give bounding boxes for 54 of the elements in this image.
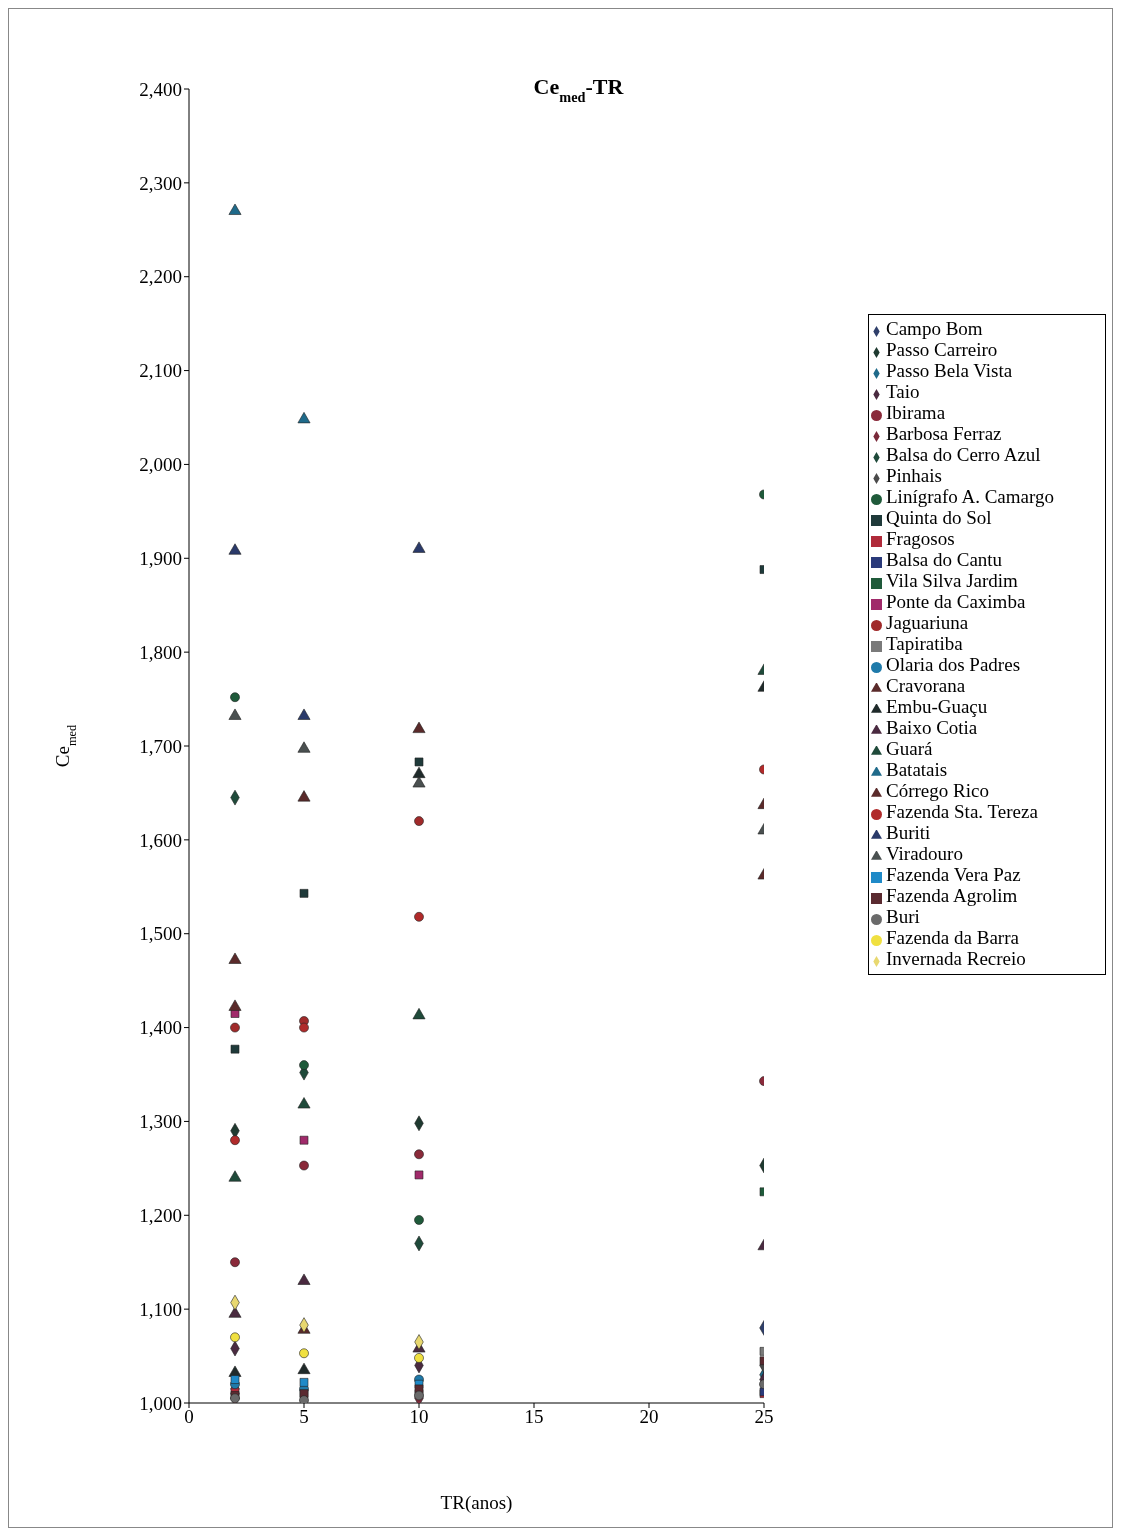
y-tick-label: 1,100 <box>139 1298 182 1320</box>
legend-label: Quinta do Sol <box>886 507 992 528</box>
y-tick-label: 2,000 <box>139 454 182 476</box>
legend-label: Batatais <box>886 759 948 780</box>
legend-label: Olaria dos Padres <box>886 654 1021 675</box>
legend-label: Vila Silva Jardim <box>886 570 1018 591</box>
y-tick-label: 1,500 <box>139 923 182 945</box>
y-tick-label: 2,100 <box>139 360 182 382</box>
legend-label: Embu-Guaçu <box>886 696 988 717</box>
legend-label: Passo Carreiro <box>886 339 998 360</box>
y-tick-label: 1,900 <box>139 548 182 570</box>
y-tick-label: 1,200 <box>139 1205 182 1227</box>
legend-label: Ibirama <box>886 402 946 423</box>
legend-label: Balsa do Cerro Azul <box>886 444 1041 465</box>
x-axis-title: TR(anos) <box>440 1492 513 1514</box>
x-tick-label: 20 <box>639 1406 659 1428</box>
legend-label: Buri <box>886 906 920 927</box>
x-tick-label: 15 <box>524 1406 544 1428</box>
legend-label: Pinhais <box>886 465 942 486</box>
y-tick-label: 1,000 <box>139 1392 182 1414</box>
x-tick-label: 0 <box>184 1406 194 1428</box>
legend-label: Balsa do Cantu <box>886 549 1003 570</box>
y-tick-label: 1,600 <box>139 829 182 851</box>
x-tick-label: 5 <box>299 1406 309 1428</box>
legend-label: Barbosa Ferraz <box>886 423 1002 444</box>
legend-label: Taio <box>886 381 920 402</box>
legend-label: Cravorana <box>886 675 966 696</box>
y-tick-label: 2,200 <box>139 266 182 288</box>
y-tick-label: 2,300 <box>139 172 182 194</box>
x-tick-label: 25 <box>754 1406 774 1428</box>
legend-label: Jaguariuna <box>886 612 969 633</box>
legend-label: Fazenda Sta. Tereza <box>886 801 1038 822</box>
legend-label: Passo Bela Vista <box>886 360 1013 381</box>
legend-label: Fazenda Agrolim <box>886 885 1018 906</box>
y-tick-label: 2,400 <box>139 78 182 100</box>
legend-label: Invernada Recreio <box>886 948 1026 969</box>
legend-label: Fragosos <box>886 528 955 549</box>
legend-label: Ponte da Caximba <box>886 591 1026 612</box>
x-tick-label: 10 <box>409 1406 429 1428</box>
legend-label: Córrego Rico <box>886 780 989 801</box>
y-tick-label: 1,300 <box>139 1111 182 1133</box>
y-tick-label: 1,700 <box>139 735 182 757</box>
legend-label: Buriti <box>886 822 931 843</box>
legend-label: Campo Bom <box>886 318 983 339</box>
legend-label: Guará <box>886 738 933 759</box>
legend-label: Fazenda Vera Paz <box>886 864 1021 885</box>
legend-label: Viradouro <box>886 843 963 864</box>
legend-label: Fazenda da Barra <box>886 927 1019 948</box>
legend-label: Linígrafo A. Camargo <box>886 486 1054 507</box>
legend-label: Baixo Cotia <box>886 717 978 738</box>
legend-label: Tapiratiba <box>886 633 963 654</box>
y-tick-label: 1,400 <box>139 1017 182 1039</box>
y-tick-label: 1,800 <box>139 641 182 663</box>
chart-title: Ce$_{med}$-TR <box>533 74 625 105</box>
